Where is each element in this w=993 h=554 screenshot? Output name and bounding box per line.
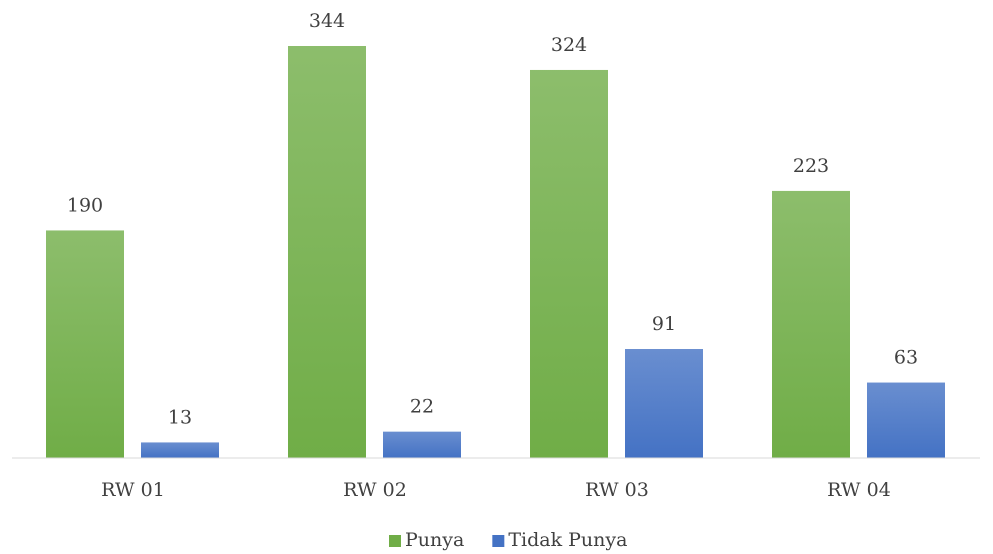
x-tick-label: RW 02 (343, 479, 407, 501)
legend-label: Punya (405, 529, 464, 551)
data-label: 344 (309, 10, 345, 32)
data-label: 223 (793, 155, 829, 177)
legend-swatch (492, 535, 505, 547)
bar (867, 382, 945, 458)
legend-label: Tidak Punya (508, 529, 627, 551)
data-label: 91 (652, 313, 676, 335)
data-label: 22 (410, 396, 434, 418)
data-label: 190 (67, 194, 103, 216)
bar (46, 230, 124, 458)
x-tick-label: RW 01 (101, 479, 165, 501)
x-tick-label: RW 04 (827, 479, 891, 501)
data-label: 13 (168, 406, 192, 428)
bar (772, 190, 850, 458)
data-label: 324 (551, 34, 587, 56)
data-label: 63 (894, 347, 918, 369)
bar (141, 442, 219, 458)
x-tick-label: RW 03 (585, 479, 649, 501)
legend-swatch (389, 535, 401, 547)
bar (288, 46, 366, 458)
bar (625, 349, 703, 458)
bar (383, 431, 461, 458)
bar (530, 69, 608, 458)
